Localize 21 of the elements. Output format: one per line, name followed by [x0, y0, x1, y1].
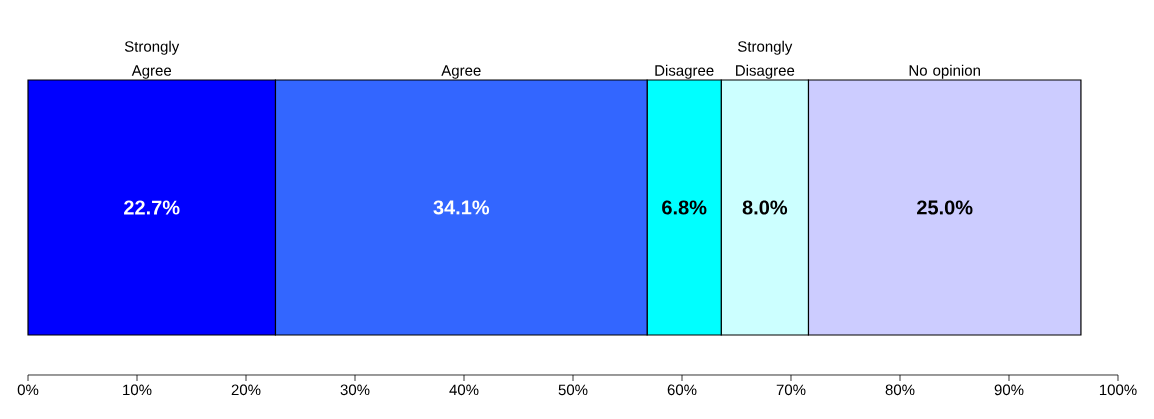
data-label: 6.8% [662, 200, 707, 215]
series-label: Agree [441, 65, 481, 79]
data-label: 25.0% [917, 200, 973, 215]
series-label: Disagree [655, 64, 714, 79]
x-tick-label: 30% [340, 384, 370, 396]
data-label: 8.0% [742, 200, 788, 215]
series-label: Strongly Disagree [736, 40, 795, 79]
series-label: Strongly Agree [124, 40, 180, 79]
x-tick-label: 100% [1099, 384, 1137, 396]
x-tick-label: 40% [449, 384, 479, 396]
x-tick-label: 80% [885, 384, 915, 396]
x-tick-label: 50% [558, 384, 588, 396]
x-tick-label: 60% [667, 384, 697, 396]
series-label: No opinion [909, 64, 980, 79]
x-tick-label: 0% [17, 384, 39, 396]
x-tick-label: 70% [776, 384, 806, 396]
data-label: 22.7% [124, 200, 180, 215]
data-label: 34.1% [433, 200, 490, 215]
x-tick-label: 90% [994, 384, 1024, 396]
x-tick-label: 20% [231, 384, 261, 396]
x-tick-label: 10% [123, 384, 152, 396]
